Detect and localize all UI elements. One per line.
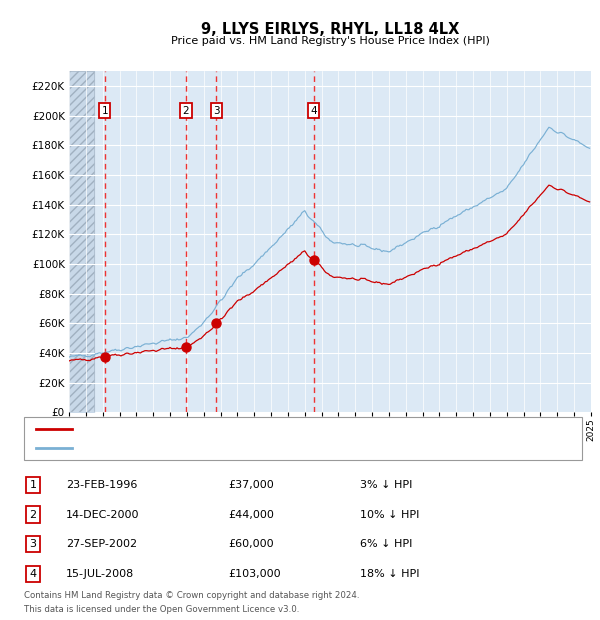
Text: 3: 3	[29, 539, 37, 549]
Text: £44,000: £44,000	[228, 510, 274, 520]
Text: 4: 4	[29, 569, 37, 579]
Text: £37,000: £37,000	[228, 480, 274, 490]
Text: 10% ↓ HPI: 10% ↓ HPI	[360, 510, 419, 520]
Text: This data is licensed under the Open Government Licence v3.0.: This data is licensed under the Open Gov…	[24, 604, 299, 614]
Text: 18% ↓ HPI: 18% ↓ HPI	[360, 569, 419, 579]
Text: 9, LLYS EIRLYS, RHYL, LL18 4LX: 9, LLYS EIRLYS, RHYL, LL18 4LX	[201, 22, 459, 37]
Text: 1: 1	[29, 480, 37, 490]
Text: 2: 2	[183, 105, 190, 115]
Text: £60,000: £60,000	[228, 539, 274, 549]
Text: 14-DEC-2000: 14-DEC-2000	[66, 510, 139, 520]
Text: 1: 1	[101, 105, 108, 115]
Text: HPI: Average price, semi-detached house, Denbighshire: HPI: Average price, semi-detached house,…	[79, 443, 370, 453]
Text: 15-JUL-2008: 15-JUL-2008	[66, 569, 134, 579]
Text: 3: 3	[213, 105, 220, 115]
Text: Contains HM Land Registry data © Crown copyright and database right 2024.: Contains HM Land Registry data © Crown c…	[24, 590, 359, 600]
Text: 3% ↓ HPI: 3% ↓ HPI	[360, 480, 412, 490]
Text: 6% ↓ HPI: 6% ↓ HPI	[360, 539, 412, 549]
Text: £103,000: £103,000	[228, 569, 281, 579]
Text: 23-FEB-1996: 23-FEB-1996	[66, 480, 137, 490]
Text: Price paid vs. HM Land Registry's House Price Index (HPI): Price paid vs. HM Land Registry's House …	[170, 36, 490, 46]
Text: 2: 2	[29, 510, 37, 520]
Text: 27-SEP-2002: 27-SEP-2002	[66, 539, 137, 549]
Text: 4: 4	[311, 105, 317, 115]
Text: 9, LLYS EIRLYS, RHYL, LL18 4LX (semi-detached house): 9, LLYS EIRLYS, RHYL, LL18 4LX (semi-det…	[79, 424, 364, 434]
